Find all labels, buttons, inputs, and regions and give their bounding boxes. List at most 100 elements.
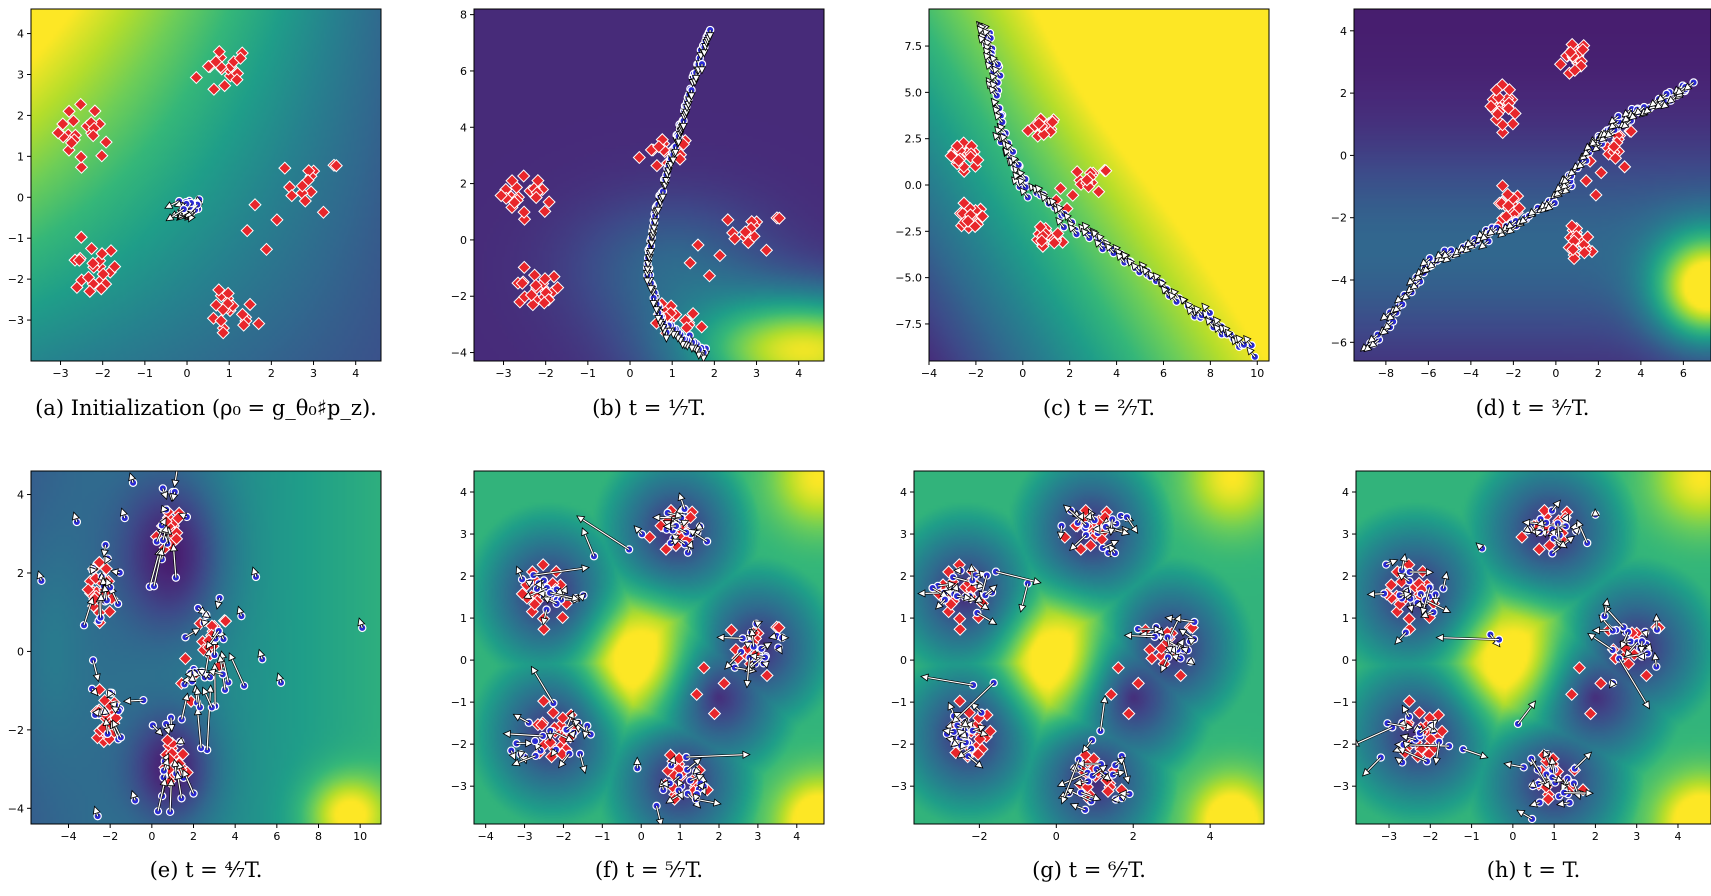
- velocity-arrow: [686, 762, 697, 771]
- velocity-arrow: [582, 519, 630, 550]
- velocity-arrow-head: [687, 344, 697, 353]
- target-sample-marker: [1035, 234, 1049, 248]
- target-sample-marker: [81, 270, 96, 285]
- velocity-arrow-head: [941, 727, 951, 736]
- velocity-arrow-head: [1425, 568, 1435, 577]
- velocity-arrow-head: [1040, 193, 1049, 203]
- velocity-arrow-head: [1591, 626, 1600, 635]
- target-sample-marker: [214, 314, 228, 328]
- velocity-arrow-head: [540, 617, 549, 627]
- y-tick-label: 0: [900, 654, 907, 667]
- target-sample-marker: [547, 270, 561, 284]
- velocity-arrow: [1172, 297, 1178, 303]
- target-sample-marker: [1045, 115, 1060, 129]
- velocity-arrow-head: [743, 679, 752, 689]
- target-sample-marker: [543, 735, 558, 750]
- target-sample-marker: [1111, 661, 1125, 675]
- velocity-arrow-head: [1561, 513, 1569, 523]
- velocity-arrow-head: [530, 665, 539, 675]
- velocity-arrow-head: [697, 66, 707, 75]
- velocity-arrow: [1076, 805, 1086, 811]
- velocity-arrow-head: [1063, 211, 1072, 221]
- target-sample-marker: [953, 694, 967, 708]
- target-sample-marker: [1508, 106, 1522, 121]
- target-sample-marker: [1154, 641, 1169, 656]
- target-sample-marker: [189, 70, 203, 85]
- target-sample-marker: [741, 235, 755, 250]
- target-sample-marker: [99, 135, 113, 149]
- y-tick-label: 0: [1342, 654, 1349, 667]
- velocity-arrow: [1197, 310, 1203, 316]
- target-sample-marker: [278, 161, 292, 175]
- x-tick-label: −4: [921, 367, 937, 380]
- target-sample-marker: [1122, 706, 1136, 721]
- velocity-arrow-head: [1558, 540, 1568, 549]
- velocity-arrow: [254, 573, 257, 578]
- velocity-arrow-head: [643, 277, 652, 286]
- x-tick-label: 3: [753, 367, 760, 380]
- velocity-arrow-head: [687, 528, 698, 537]
- x-tick-label: 1: [669, 367, 676, 380]
- velocity-arrow: [1563, 778, 1569, 786]
- target-sample-marker: [517, 260, 531, 275]
- velocity-arrow: [1406, 291, 1412, 297]
- velocity-arrow-head: [207, 668, 217, 677]
- velocity-arrow: [756, 655, 766, 659]
- velocity-arrow-head: [206, 684, 215, 693]
- velocity-arrow-head: [566, 710, 575, 720]
- velocity-arrow-head: [1362, 767, 1371, 777]
- panel-caption: (h) t = T.: [1487, 858, 1581, 882]
- velocity-arrow-head: [122, 696, 132, 706]
- velocity-arrow-head: [1115, 252, 1125, 262]
- y-tick-label: −1: [891, 696, 907, 709]
- velocity-arrow-head: [1621, 109, 1631, 118]
- velocity-arrow: [1247, 340, 1253, 346]
- target-sample-marker: [95, 149, 109, 163]
- velocity-arrow-head: [167, 724, 176, 733]
- velocity-arrow-head: [196, 669, 207, 677]
- target-sample-marker: [1567, 251, 1581, 266]
- velocity-arrow-head: [1110, 540, 1120, 548]
- y-tick-label: 3: [460, 528, 467, 541]
- velocity-arrow-head: [1394, 757, 1404, 766]
- velocity-arrow-head: [1505, 221, 1515, 230]
- plot-area: [1359, 37, 1698, 353]
- velocity-arrow-head: [695, 773, 705, 782]
- target-sample-marker: [1412, 706, 1427, 720]
- target-sample-marker: [99, 562, 113, 576]
- y-tick-label: 2: [460, 178, 467, 191]
- velocity-arrow-head: [357, 617, 366, 627]
- velocity-arrow-head: [1534, 529, 1544, 538]
- velocity-arrow: [1085, 233, 1090, 239]
- velocity-arrow-head: [1591, 143, 1601, 153]
- velocity-arrow: [984, 589, 993, 596]
- velocity-arrow-head: [564, 734, 575, 742]
- velocity-arrow-head: [650, 218, 660, 227]
- velocity-arrow: [174, 766, 177, 774]
- target-sample-marker: [74, 97, 88, 112]
- velocity-arrow-head: [581, 730, 590, 740]
- velocity-arrow-head: [1356, 738, 1360, 747]
- velocity-arrow-head: [742, 750, 751, 759]
- velocity-arrow-head: [748, 652, 758, 661]
- velocity-arrow-head: [102, 717, 111, 726]
- velocity-arrow-head: [1588, 138, 1598, 147]
- velocity-arrow: [83, 603, 92, 626]
- target-sample-marker: [1515, 530, 1529, 544]
- velocity-arrow: [667, 512, 676, 516]
- velocity-arrow: [1659, 100, 1665, 106]
- velocity-arrow-head: [1565, 535, 1576, 545]
- velocity-arrow-head: [1379, 327, 1389, 336]
- y-tick-label: 3: [17, 68, 24, 81]
- target-sample-marker: [1083, 538, 1098, 553]
- x-tick-label: 0: [638, 830, 645, 843]
- velocity-arrow: [1553, 538, 1562, 545]
- y-tick-label: 4: [460, 121, 467, 134]
- velocity-arrow-head: [1034, 184, 1044, 194]
- velocity-arrow-head: [674, 510, 684, 519]
- velocity-arrow: [1081, 780, 1089, 784]
- velocity-arrow-head: [1073, 778, 1083, 787]
- x-tick-label: −2: [968, 367, 984, 380]
- velocity-arrow: [1623, 631, 1629, 643]
- velocity-arrow: [174, 471, 178, 481]
